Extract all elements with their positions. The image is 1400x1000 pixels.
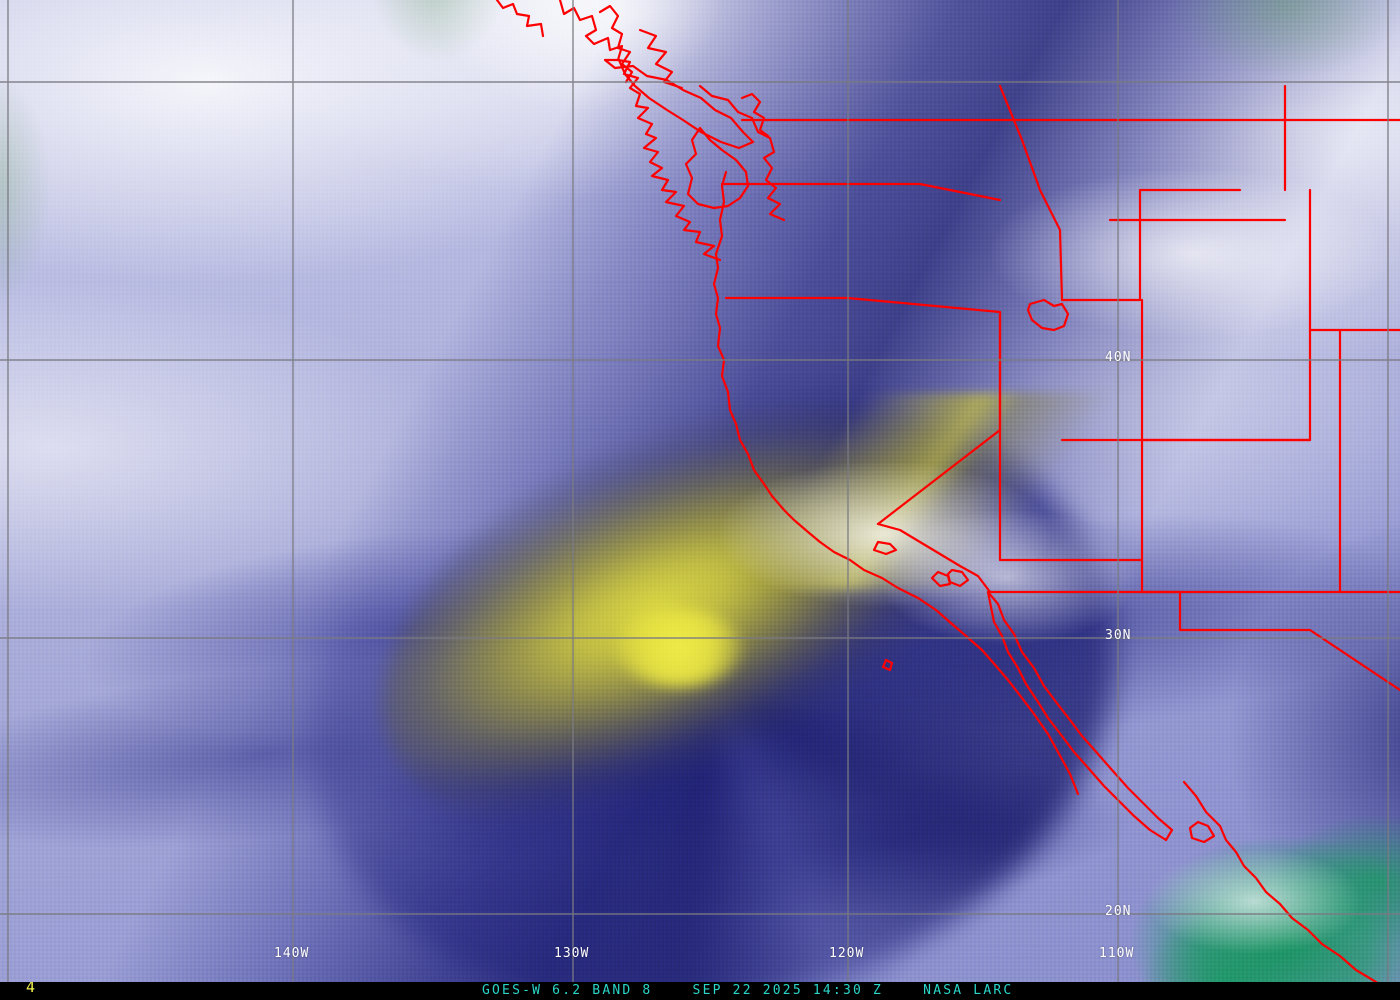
frame-counter: 4 <box>26 982 38 996</box>
coastline-mexico-mainland <box>1218 824 1378 982</box>
coastline-pacific-west <box>712 170 1080 796</box>
coastline-baja-california <box>986 590 1174 842</box>
coastline-british-columbia <box>495 0 722 262</box>
coastline-haida-gwaii <box>598 4 634 84</box>
coastline-san-juan-islands <box>740 92 770 138</box>
lon-label-140w: 140W <box>274 946 310 961</box>
coastline-sonora <box>1182 780 1222 828</box>
lake-great-salt <box>1026 298 1070 332</box>
coastline-channel-islands-2 <box>930 570 952 588</box>
coastline-channel-islands-3 <box>881 658 894 672</box>
border-ca-az <box>876 522 992 594</box>
border-nm-mexico <box>1178 590 1400 692</box>
caption-banner: 4 GOES-W 6.2 BAND 8 SEP 22 2025 14:30 Z … <box>0 982 1400 1000</box>
border-wa-or <box>720 182 1002 202</box>
product-caption-text: GOES-W 6.2 BAND 8 SEP 22 2025 14:30 Z NA… <box>482 983 1014 998</box>
coastline-vancouver-island <box>603 58 755 150</box>
lake-mead <box>946 568 970 588</box>
border-id-mt <box>998 84 1064 302</box>
lon-label-110w: 110W <box>1099 946 1135 961</box>
coastline-channel-islands-1 <box>872 540 898 556</box>
lat-label-40n: 40N <box>1105 350 1132 365</box>
border-id-wy <box>1060 188 1242 302</box>
coastline-gulf-california-east <box>1188 820 1216 844</box>
coastline-puget-sound <box>698 84 786 222</box>
lat-label-20n: 20N <box>1105 904 1132 919</box>
lon-label-130w: 130W <box>554 946 590 961</box>
lon-label-120w: 120W <box>829 946 865 961</box>
border-ca-nv-diagonal <box>876 310 1002 526</box>
lat-label-30n: 30N <box>1105 628 1132 643</box>
coastline-olympic-peninsula <box>684 126 750 210</box>
